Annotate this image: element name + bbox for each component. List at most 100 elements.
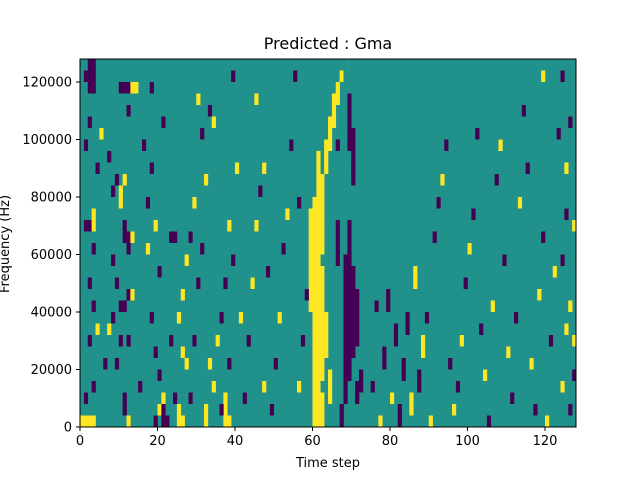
heatmap-cell [87,277,92,289]
heatmap-cell [568,404,573,416]
heatmap-cell [529,358,534,370]
y-axis-ticks: 0 20000 40000 60000 80000 100000 120000 [22,76,80,436]
heatmap-cell [320,266,325,381]
heatmap-cell [572,220,577,232]
heatmap-cell [242,392,247,404]
heatmap-cell [552,266,557,278]
x-tick-label: 120 [533,434,558,449]
heatmap-cell [335,82,340,105]
heatmap-cell [262,162,267,174]
heatmap-cell [440,174,445,186]
heatmap-cell [378,415,383,427]
heatmap-cell [126,335,131,347]
heatmap-cell [176,312,182,324]
heatmap-cell [238,312,244,324]
heatmap-cell [87,59,92,94]
heatmap-cell [169,231,174,243]
heatmap-cell [428,415,433,427]
heatmap-cell [130,289,135,301]
heatmap-cell [343,254,348,404]
heatmap-cell [126,105,131,117]
heatmap-cell [471,208,476,220]
heatmap-cell [316,266,321,381]
heatmap-cell [107,323,112,335]
heatmap-cell [118,82,123,94]
heatmap-cell [254,93,259,105]
heatmap-cell [103,358,108,370]
heatmap-cell [254,220,259,232]
heatmap-cell [483,369,488,381]
heatmap-cell [153,415,158,427]
heatmap-cell [83,392,89,404]
heatmap-cell [107,151,112,163]
heatmap-cell [211,116,216,128]
heatmap-cell [506,346,511,358]
heatmap-cell [149,82,154,94]
heatmap-cell [320,174,325,255]
heatmap-cell [424,312,430,324]
y-tick-label: 20000 [31,363,72,378]
heatmap-cell [339,70,344,82]
heatmap-cell [564,208,569,220]
heatmap-cell [83,415,89,427]
heatmap-cell [196,277,201,289]
heatmap-cell [223,392,228,427]
heatmap-cell [269,404,275,416]
heatmap-cell [347,93,352,151]
heatmap-cell [188,231,193,243]
heatmap-cell [192,335,197,347]
heatmap-cell [219,312,224,324]
heatmap-cell [83,139,89,151]
heatmap-cell [324,312,329,358]
heatmap-cell [149,312,154,324]
heatmap-cell [111,254,116,266]
heatmap-cell [114,358,120,370]
heatmap-cell [312,197,317,266]
heatmap-cell [207,358,213,370]
heatmap-cell [355,289,360,347]
heatmap-cell [386,289,391,312]
heatmap-cell [335,220,340,266]
heatmap-cell [200,128,205,140]
heatmap-cell [545,415,550,427]
heatmap-cell [99,128,104,140]
heatmap-cell [320,392,325,427]
heatmap-cell [157,404,162,416]
heatmap-cell [397,404,402,427]
heatmap-cell [83,220,89,232]
heatmap-cell [564,323,569,335]
heatmap-cell [118,300,123,312]
heatmap-cell [335,139,340,151]
heatmap-cell [390,392,395,404]
heatmap-cell [258,185,263,197]
heatmap-cell [316,381,321,427]
heatmap-cell [498,139,503,151]
x-tick-label: 20 [149,434,166,449]
x-tick-label: 0 [76,434,84,449]
heatmap-cell [91,300,96,312]
heatmap-cell [118,185,123,209]
heatmap-cell [293,70,298,82]
y-tick-label: 120000 [22,76,72,91]
heatmap-cell [114,174,120,186]
heatmap-cell [417,369,422,393]
heatmap-cell [180,346,185,358]
heatmap-cell [188,392,193,404]
heatmap-cell [339,404,344,427]
heatmap-cell [312,266,317,381]
heatmap-cell [80,415,85,427]
chart-title: Predicted : Gma [264,34,392,53]
heatmap-cell [250,277,255,289]
heatmap-cell [176,404,182,427]
x-axis-ticks: 0 20 40 60 80 100 120 [76,427,558,449]
heatmap-cell [142,139,147,151]
heatmap-cell [324,139,329,174]
heatmap-cell [161,404,166,427]
heatmap-cell [145,197,151,209]
heatmap-cell [122,300,127,312]
heatmap-cell [91,381,96,393]
heatmap-cell [533,404,538,416]
heatmap-cell [374,300,379,312]
heatmap-cell [285,208,290,220]
y-axis-label: Frequency (Hz) [0,195,13,293]
